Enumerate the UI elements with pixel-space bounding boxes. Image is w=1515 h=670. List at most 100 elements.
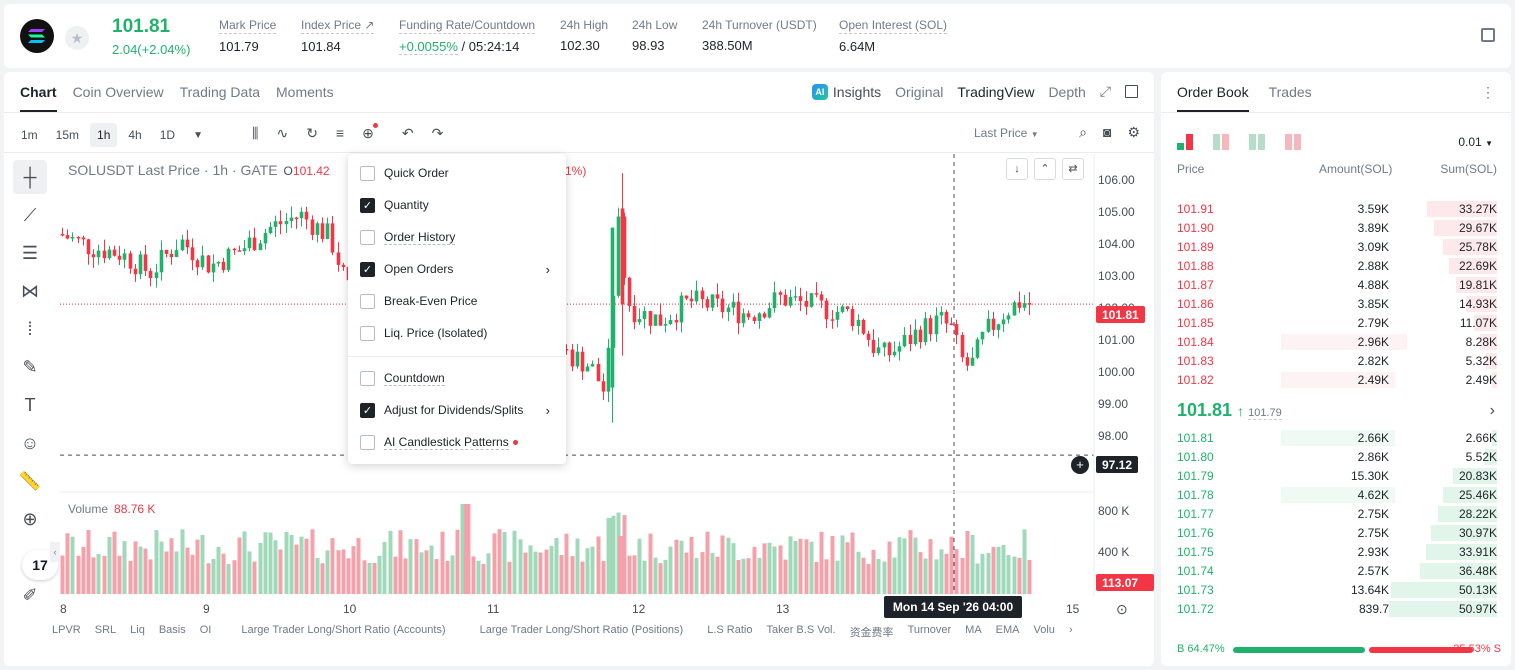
bid-row[interactable]: 101.78 4.62K 25.46K (1177, 486, 1497, 504)
ask-row[interactable]: 101.84 2.96K 8.28K (1177, 333, 1497, 351)
text-tool-icon[interactable]: T (24, 394, 36, 415)
ask-row[interactable]: 101.89 3.09K 25.78K (1177, 238, 1497, 256)
checkbox[interactable] (360, 434, 375, 450)
bid-row[interactable]: 101.75 2.93K 33.91K (1177, 543, 1497, 561)
ask-row[interactable]: 101.91 3.59K 33.27K (1177, 200, 1497, 218)
bid-row[interactable]: 101.74 2.57K 36.48K (1177, 562, 1497, 580)
bid-row[interactable]: 101.81 2.66K 2.66K (1177, 429, 1497, 447)
favorite-star-icon[interactable]: ★ (65, 26, 89, 50)
document-icon[interactable] (1481, 28, 1495, 42)
menu-item-order-history[interactable]: Order History (360, 227, 556, 247)
tab-coin-overview[interactable]: Coin Overview (72, 84, 164, 100)
pattern-tool-icon[interactable]: ⋈ (21, 280, 39, 301)
checkbox[interactable] (360, 325, 375, 341)
menu-item-quick-order[interactable]: Quick Order (360, 163, 556, 183)
bid-row[interactable]: 101.72 839.7 50.97K (1177, 600, 1497, 618)
arrow-down-icon[interactable]: ↓ (1006, 158, 1028, 180)
view-both-icon[interactable] (1177, 134, 1193, 150)
gear-icon[interactable]: ⚙ (1127, 124, 1140, 140)
bid-row[interactable]: 101.77 2.75K 28.22K (1177, 505, 1497, 523)
checkbox[interactable] (360, 293, 375, 309)
pencil-tool-icon[interactable]: ✐ (22, 584, 38, 605)
bid-row[interactable]: 101.80 2.86K 5.52K (1177, 448, 1497, 466)
fib-tool-icon[interactable]: ⁞ (27, 318, 33, 339)
view-bids-asks-icon[interactable] (1213, 134, 1229, 150)
collapse-icon[interactable]: ⌃ (1034, 158, 1056, 180)
chevron-down-icon[interactable]: ▼ (193, 129, 203, 141)
redo-icon[interactable]: ↷ (431, 125, 444, 141)
emoji-tool-icon[interactable]: ☺ (20, 432, 40, 453)
checkbox-checked[interactable]: ✓ (360, 402, 375, 418)
view-asks-icon[interactable] (1285, 134, 1301, 150)
tab-order-book[interactable]: Order Book (1177, 84, 1249, 112)
timeframe-1m[interactable]: 1m (21, 128, 38, 142)
bid-row[interactable]: 101.73 13.64K 50.13K (1177, 581, 1497, 599)
search-icon[interactable]: ⌕ (1079, 124, 1087, 140)
timeframe-15m[interactable]: 15m (55, 128, 80, 142)
settings-list-icon[interactable]: ≡ (335, 125, 345, 141)
candle-type-icon[interactable]: ⫼ (252, 125, 259, 141)
menu-item-adjust-dividends[interactable]: ✓ Adjust for Dividends/Splits › (360, 400, 556, 420)
tab-tradingview[interactable]: TradingView (957, 83, 1035, 100)
axis-settings-icon[interactable]: ⊙ (1116, 601, 1128, 617)
bid-row[interactable]: 101.76 2.75K 30.97K (1177, 524, 1497, 542)
indicator-item[interactable]: Taker B.S Vol. (766, 624, 836, 636)
ask-row[interactable]: 101.86 3.85K 14.93K (1177, 295, 1497, 313)
tab-chart[interactable]: Chart (20, 84, 57, 112)
camera-icon[interactable]: ◙ (1102, 124, 1112, 140)
indicator-item[interactable]: Liq (130, 624, 145, 636)
stat-label[interactable]: Funding Rate/Countdown (399, 18, 536, 34)
view-bids-icon[interactable] (1249, 134, 1265, 150)
expand-icon[interactable]: ⤢ (1099, 83, 1111, 99)
brush-tool-icon[interactable]: ✎ (22, 356, 38, 377)
menu-item-break-even[interactable]: Break-Even Price (360, 291, 556, 311)
ask-row[interactable]: 101.83 2.82K 5.32K (1177, 352, 1497, 370)
timeframe-4h[interactable]: 4h (128, 128, 142, 142)
ruler-tool-icon[interactable]: 📏 (18, 470, 42, 491)
ask-row[interactable]: 101.90 3.89K 29.67K (1177, 219, 1497, 237)
ask-row[interactable]: 101.82 2.49K 2.49K (1177, 371, 1497, 389)
menu-item-countdown[interactable]: Countdown (360, 368, 556, 388)
tab-trades[interactable]: Trades (1268, 84, 1312, 100)
menu-item-open-orders[interactable]: ✓ Open Orders › (360, 259, 556, 279)
zoom-tool-icon[interactable]: ⊕ (22, 508, 38, 529)
indicator-item[interactable]: OI (199, 624, 212, 636)
indicator-item[interactable]: Basis (158, 624, 186, 636)
stat-label[interactable]: Mark Price (219, 18, 277, 34)
undo-icon[interactable]: ↶ (401, 125, 414, 141)
menu-item-quantity[interactable]: ✓ Quantity (360, 195, 556, 215)
indicator-item[interactable]: Turnover (907, 624, 952, 636)
mid-price[interactable]: 101.81 ↑ 101.79 (1177, 400, 1282, 421)
add-alert-icon[interactable]: + (1071, 456, 1089, 474)
indicator-item[interactable]: Volu (1033, 624, 1055, 636)
checkbox[interactable] (360, 229, 375, 245)
menu-item-liq-price[interactable]: Liq. Price (Isolated) (360, 323, 556, 343)
stat-label[interactable]: Open Interest (SOL) (839, 18, 948, 34)
collapse-toolbar-icon[interactable]: ‹ (50, 542, 60, 562)
tab-insights[interactable]: AI Insights (811, 83, 881, 100)
tab-depth[interactable]: Depth (1048, 83, 1086, 100)
indicator-item[interactable]: EMA (995, 624, 1020, 636)
timeframe-1h[interactable]: 1h (90, 123, 118, 147)
indicators-icon[interactable]: ∿ (276, 125, 289, 141)
ask-row[interactable]: 101.87 4.88K 19.81K (1177, 276, 1497, 294)
checkbox[interactable] (360, 370, 375, 386)
ask-row[interactable]: 101.88 2.88K 22.69K (1177, 257, 1497, 275)
crosshair-tool-icon[interactable]: ┼ (13, 160, 47, 194)
window-icon[interactable] (1125, 85, 1138, 98)
stat-label[interactable]: Index Price ↗ (301, 18, 375, 34)
add-indicator-icon[interactable]: ⊕ (362, 123, 378, 142)
timeframe-1d[interactable]: 1D (159, 128, 176, 142)
checkbox-checked[interactable]: ✓ (360, 197, 375, 213)
candlestick-chart[interactable] (60, 154, 1150, 596)
indicator-item[interactable]: Large Trader Long/Short Ratio (Positions… (479, 624, 684, 636)
tab-original[interactable]: Original (895, 83, 944, 100)
chevron-right-icon[interactable]: › (1068, 624, 1073, 636)
refresh-icon[interactable]: ↻ (306, 125, 318, 141)
chevron-right-icon[interactable]: › (1489, 402, 1495, 419)
tab-moments[interactable]: Moments (276, 84, 334, 100)
indicator-item[interactable]: MA (965, 624, 982, 636)
ask-row[interactable]: 101.85 2.79K 11.07K (1177, 314, 1497, 332)
trend-line-tool-icon[interactable]: ⟋ (23, 204, 37, 225)
menu-item-ai-patterns[interactable]: AI Candlestick Patterns (360, 432, 556, 452)
